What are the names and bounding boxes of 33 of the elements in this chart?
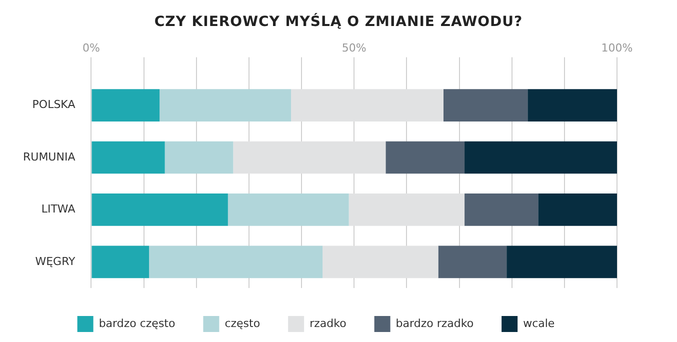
bar bbox=[464, 194, 538, 226]
y-tick-label: WĘGRY bbox=[35, 254, 76, 268]
legend-label: często bbox=[224, 316, 260, 330]
legend-label: rzadko bbox=[310, 316, 347, 330]
legend-label: wcale bbox=[523, 316, 555, 330]
bar bbox=[438, 246, 507, 278]
bar bbox=[164, 141, 234, 174]
bar bbox=[228, 194, 349, 226]
bar bbox=[443, 89, 528, 122]
bar bbox=[92, 141, 165, 174]
bar bbox=[322, 246, 438, 278]
bar bbox=[348, 194, 465, 226]
x-tick-label: 50% bbox=[342, 41, 366, 54]
x-tick-label: 100% bbox=[601, 41, 633, 54]
bar bbox=[291, 89, 444, 122]
bar bbox=[92, 89, 160, 122]
bar bbox=[386, 141, 465, 174]
legend-label: bardzo często bbox=[98, 316, 176, 330]
bar bbox=[92, 194, 228, 226]
y-tick-label: POLSKA bbox=[32, 98, 76, 112]
bar bbox=[160, 89, 292, 122]
y-tick-label: RUMUNIA bbox=[23, 150, 76, 164]
bar bbox=[506, 246, 617, 278]
chart-title: CZY KIEROWCY MYŚLĄ O ZMIANIE ZAWODU? bbox=[153, 14, 524, 30]
bar bbox=[149, 246, 323, 278]
bar bbox=[528, 89, 617, 122]
x-tick-label: 0% bbox=[82, 41, 100, 54]
bar bbox=[92, 246, 150, 278]
bar bbox=[233, 141, 386, 174]
y-tick-label: LITWA bbox=[41, 202, 76, 216]
legend-label: bardzo rzadko bbox=[396, 316, 474, 330]
bar bbox=[464, 141, 617, 174]
bar bbox=[538, 194, 617, 226]
